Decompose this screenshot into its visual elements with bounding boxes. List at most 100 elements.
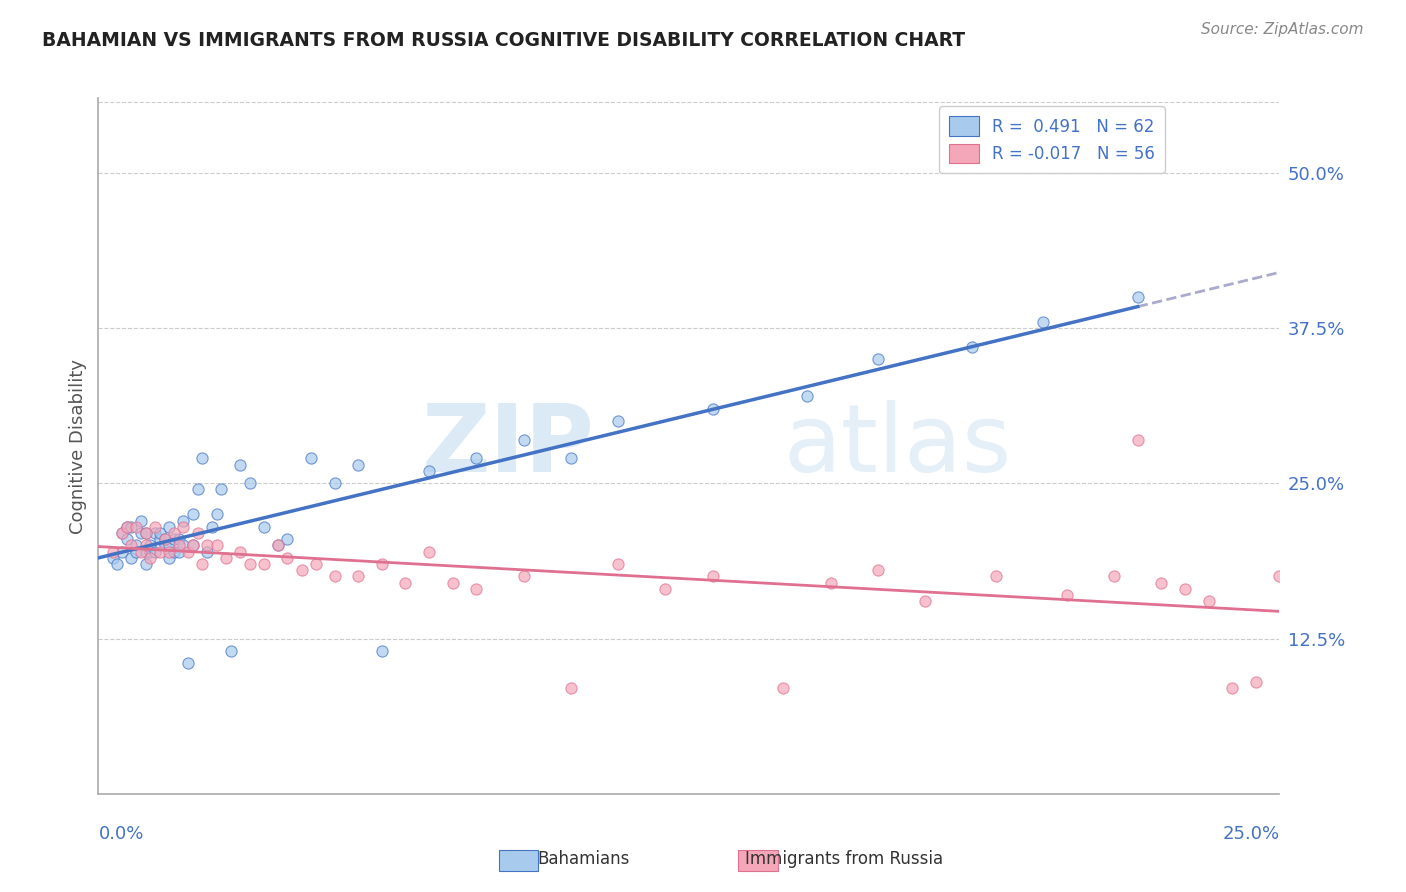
Point <box>239 557 262 571</box>
Point <box>125 520 148 534</box>
Point <box>177 657 200 671</box>
Point <box>143 544 166 558</box>
Point <box>276 532 298 546</box>
Point <box>135 544 157 558</box>
Point <box>323 476 346 491</box>
Point <box>187 483 209 497</box>
Point <box>121 550 143 565</box>
Point <box>215 550 238 565</box>
Point <box>290 563 312 577</box>
Point <box>702 569 724 583</box>
Point <box>115 520 138 534</box>
Point <box>157 550 180 565</box>
Point <box>191 451 214 466</box>
Point <box>115 532 138 546</box>
Point <box>1126 433 1149 447</box>
Point <box>1244 675 1267 690</box>
Text: ZIP: ZIP <box>422 400 595 492</box>
Point <box>820 575 842 590</box>
Point <box>201 520 224 534</box>
Point <box>1220 681 1243 696</box>
Point <box>143 526 166 541</box>
Point <box>111 526 134 541</box>
Point <box>157 538 180 552</box>
Point <box>149 526 172 541</box>
Point <box>167 532 190 546</box>
Point <box>181 538 204 552</box>
Point <box>121 520 143 534</box>
Point <box>129 544 152 558</box>
Point <box>607 557 630 571</box>
Point <box>1102 569 1125 583</box>
Point <box>101 550 124 565</box>
Point <box>253 520 276 534</box>
Point <box>149 532 172 546</box>
Point <box>135 526 157 541</box>
Point <box>172 520 194 534</box>
Point <box>418 464 440 478</box>
Point <box>512 569 534 583</box>
Point <box>796 389 818 403</box>
Point <box>187 526 209 541</box>
Point <box>276 550 298 565</box>
Text: Source: ZipAtlas.com: Source: ZipAtlas.com <box>1201 22 1364 37</box>
Y-axis label: Cognitive Disability: Cognitive Disability <box>69 359 87 533</box>
Point <box>139 538 162 552</box>
Point <box>772 681 794 696</box>
Point <box>267 538 290 552</box>
Point <box>219 644 242 658</box>
Point <box>191 557 214 571</box>
Point <box>702 401 724 416</box>
Point <box>209 483 232 497</box>
Point <box>239 476 262 491</box>
Point <box>105 557 128 571</box>
Point <box>135 538 157 552</box>
Point <box>607 414 630 428</box>
Point <box>866 563 889 577</box>
Point <box>163 544 186 558</box>
Point <box>1268 569 1291 583</box>
Point <box>153 538 176 552</box>
Point <box>305 557 328 571</box>
Point <box>394 575 416 590</box>
Point <box>181 538 204 552</box>
Text: 25.0%: 25.0% <box>1222 825 1279 843</box>
Point <box>205 538 228 552</box>
Point <box>153 532 176 546</box>
Point <box>347 569 370 583</box>
Point <box>125 544 148 558</box>
Point <box>205 508 228 522</box>
Point <box>121 538 143 552</box>
Point <box>253 557 276 571</box>
Point <box>129 514 152 528</box>
Point <box>143 520 166 534</box>
Point <box>1198 594 1220 608</box>
Point <box>560 451 582 466</box>
Point <box>347 458 370 472</box>
Point <box>111 544 134 558</box>
Point <box>157 544 180 558</box>
Point <box>1126 290 1149 304</box>
Point <box>115 520 138 534</box>
Point <box>465 451 488 466</box>
Point <box>465 582 488 596</box>
Point <box>153 532 176 546</box>
Point <box>135 526 157 541</box>
Point <box>101 544 124 558</box>
Point <box>167 544 190 558</box>
Point <box>866 351 889 366</box>
Point <box>163 532 186 546</box>
Point <box>149 544 172 558</box>
Legend: R =  0.491   N = 62, R = -0.017   N = 56: R = 0.491 N = 62, R = -0.017 N = 56 <box>939 106 1164 173</box>
Point <box>560 681 582 696</box>
Point <box>962 340 984 354</box>
Point <box>181 508 204 522</box>
Text: Bahamians: Bahamians <box>537 850 630 868</box>
Point <box>172 538 194 552</box>
Point <box>135 557 157 571</box>
Text: Immigrants from Russia: Immigrants from Russia <box>745 850 942 868</box>
Text: 0.0%: 0.0% <box>98 825 143 843</box>
Point <box>129 526 152 541</box>
Point <box>1032 315 1054 329</box>
Point <box>195 538 218 552</box>
